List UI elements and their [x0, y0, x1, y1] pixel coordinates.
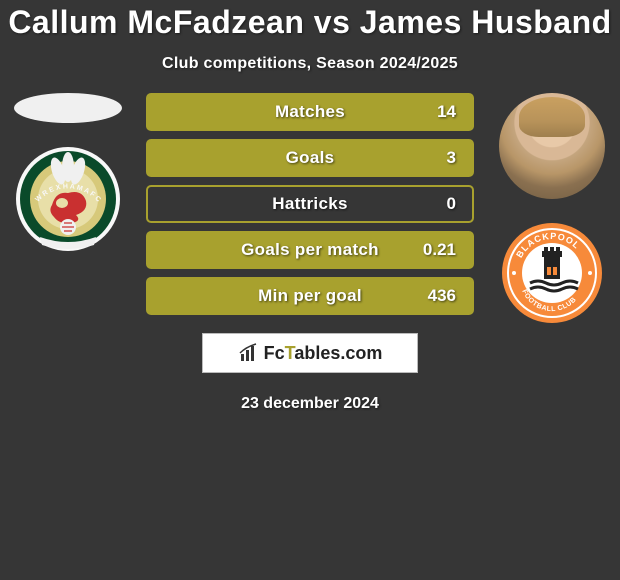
player-avatar-right	[499, 93, 605, 199]
brand-post: ables.com	[294, 343, 382, 363]
stat-label: Goals per match	[241, 240, 379, 260]
stat-bar-matches: Matches 14	[146, 93, 474, 131]
date-line: 23 december 2024	[146, 395, 474, 413]
stat-label: Goals	[286, 148, 335, 168]
stat-bar-goals: Goals 3	[146, 139, 474, 177]
stat-label: Matches	[275, 102, 345, 122]
player-avatar-left	[14, 93, 122, 123]
stat-value: 14	[437, 102, 456, 122]
stats-column: Matches 14 Goals 3 Hattricks 0 Goals per…	[128, 93, 492, 413]
stat-value: 0	[447, 194, 456, 214]
stat-bar-hattricks: Hattricks 0	[146, 185, 474, 223]
comparison-card: Callum McFadzean vs James Husband Club c…	[0, 0, 620, 413]
stat-value: 436	[428, 286, 456, 306]
subtitle: Club competitions, Season 2024/2025	[0, 55, 620, 73]
chart-icon	[238, 342, 260, 364]
brand-text: FcTables.com	[264, 343, 383, 364]
right-column: BLACKPOOL FOOTBALL CLUB	[492, 93, 612, 329]
club-crest-left: W R E X H A M A F C	[16, 141, 120, 253]
brand-pre: Fc	[264, 343, 285, 363]
stat-bar-goals-per-match: Goals per match 0.21	[146, 231, 474, 269]
stat-label: Min per goal	[258, 286, 362, 306]
stat-label: Hattricks	[272, 194, 347, 214]
brand-badge: FcTables.com	[202, 333, 418, 373]
left-column: W R E X H A M A F C	[8, 93, 128, 253]
club-crest-right: BLACKPOOL FOOTBALL CLUB	[500, 217, 604, 329]
stat-bar-min-per-goal: Min per goal 436	[146, 277, 474, 315]
main-row: W R E X H A M A F C Matches 14 Goals 3 H…	[0, 93, 620, 413]
page-title: Callum McFadzean vs James Husband	[0, 4, 620, 41]
stat-value: 0.21	[423, 240, 456, 260]
brand-accent: T	[285, 343, 295, 363]
stat-value: 3	[447, 148, 456, 168]
